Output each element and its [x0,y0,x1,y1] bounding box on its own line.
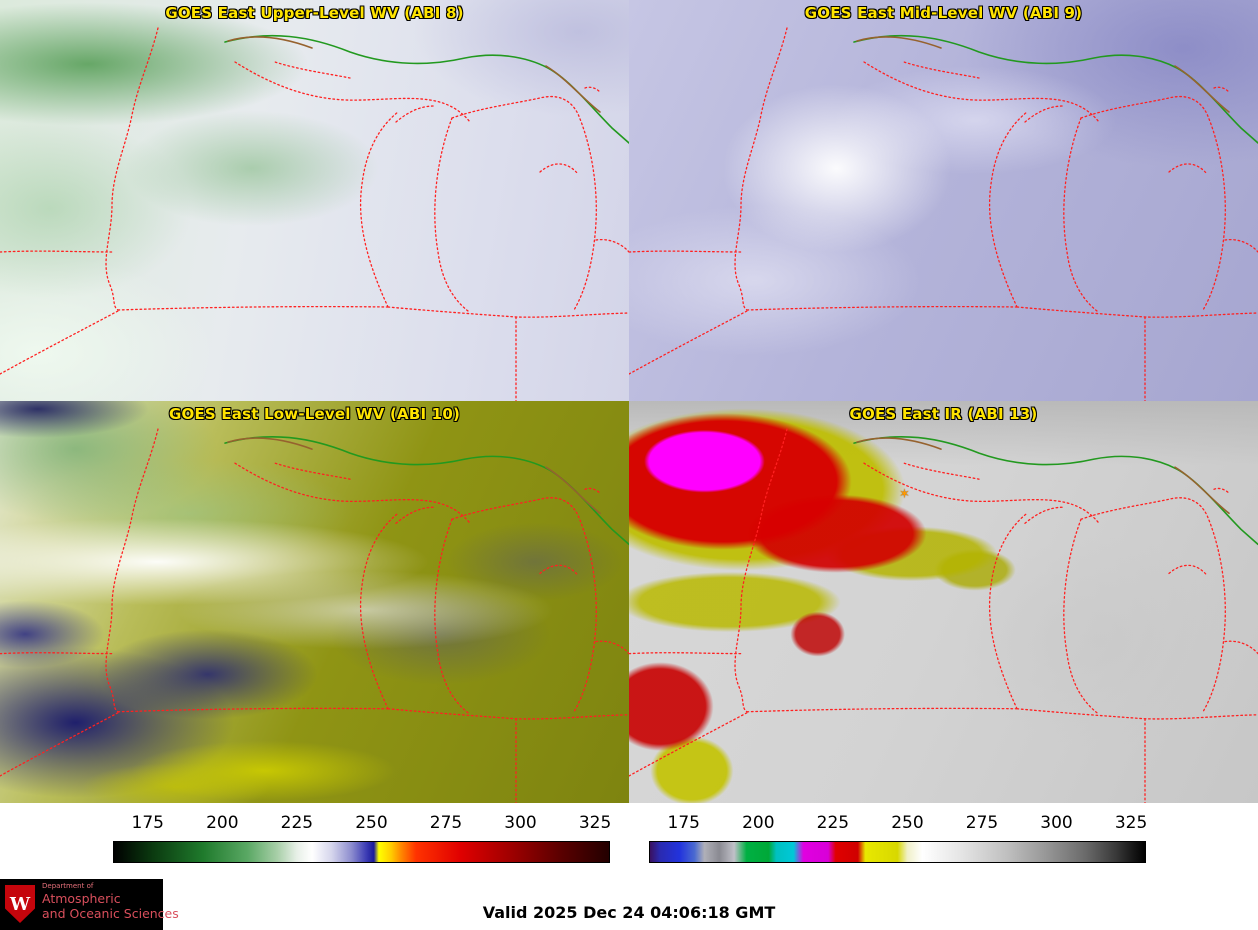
tick-label: 275 [965,813,999,833]
map-overlay [0,428,629,803]
tick-label: 175 [667,813,701,833]
ir-colorbar-group: 175 200 225 250 275 300 325 [649,811,1148,871]
uw-aos-logo: W Department of Atmospheric and Oceanic … [0,879,179,930]
tick-label: 200 [206,813,239,833]
tick-label: 300 [504,813,537,833]
tick-label: 175 [131,813,165,833]
wv-colorbar-group: 175 200 225 250 275 300 325 [113,811,612,871]
panel-grid: GOES East Upper-Level WV (ABI 8) GOES Ea… [0,0,1258,803]
panel-title: GOES East Low-Level WV (ABI 10) [168,405,461,423]
tick-label: 250 [355,813,388,833]
map-overlay [629,428,1258,803]
tick-label: 325 [1114,813,1148,833]
valid-time: Valid 2025 Dec 24 04:06:18 GMT [482,903,776,922]
tick-label: 225 [280,813,314,833]
logo-line-1: Atmospheric [42,891,121,906]
tick-label: 275 [429,813,463,833]
tick-label: 300 [1040,813,1073,833]
panel-mid-level-wv: GOES East Mid-Level WV (ABI 9) [629,0,1258,401]
logo-dept-label: Department of [42,882,94,890]
logo-line-2: and Oceanic Sciences [42,906,179,921]
panel-title: GOES East Mid-Level WV (ABI 9) [804,4,1083,22]
tick-label: 225 [816,813,850,833]
tick-label: 250 [891,813,924,833]
ir-colorbar-ticks: 175 200 225 250 275 300 325 [649,811,1148,837]
wv-colorbar-gradient [113,841,610,863]
colorbar-section: 175 200 225 250 275 300 325 175 200 225 … [0,803,1258,878]
ir-colorbar-gradient [649,841,1146,863]
panel-low-level-wv: GOES East Low-Level WV (ABI 10) [0,401,629,803]
tick-label: 200 [742,813,775,833]
footer: W Department of Atmospheric and Oceanic … [0,878,1258,930]
map-overlay [0,27,629,401]
panel-title: GOES East IR (ABI 13) [849,405,1038,423]
panel-upper-level-wv: GOES East Upper-Level WV (ABI 8) [0,0,629,401]
panel-ir: ✶ GOES East IR (ABI 13) [629,401,1258,803]
map-overlay [629,27,1258,401]
logo-text: Department of Atmospheric and Oceanic Sc… [42,882,179,921]
panel-title: GOES East Upper-Level WV (ABI 8) [165,4,464,22]
star-marker-icon: ✶ [899,487,910,502]
tick-label: 325 [578,813,612,833]
wv-colorbar-ticks: 175 200 225 250 275 300 325 [113,811,612,837]
